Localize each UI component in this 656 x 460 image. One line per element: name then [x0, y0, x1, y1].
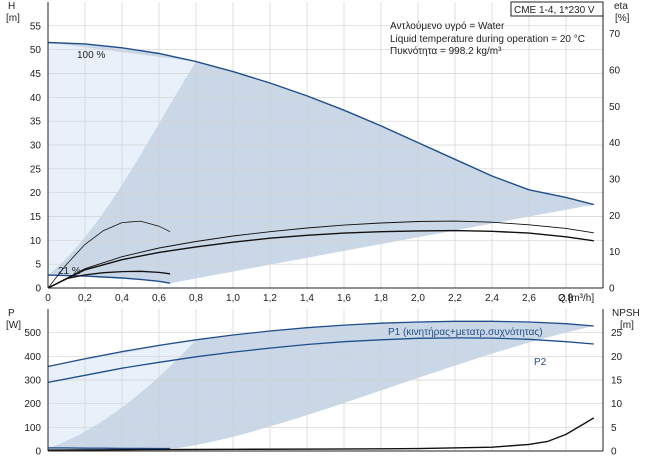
head-curve-100pct: [47, 41, 594, 206]
speed-100-label: 100 %: [77, 50, 105, 61]
x-axis-title: Q [m³/h]: [558, 293, 594, 304]
efficiency-curve-21pct: [47, 220, 171, 289]
top-right-axis-unit: [%]: [615, 13, 630, 24]
grid-layer: [47, 2, 603, 452]
x-tick-label: 2,0: [411, 293, 425, 304]
x-tick-label: 1,8: [374, 293, 388, 304]
top-right-tick-label: 40: [609, 138, 621, 149]
top-left-tick-label: 30: [30, 141, 42, 152]
x-tick-label: 0,6: [152, 293, 166, 304]
bottom-operating-region: [48, 321, 594, 449]
bottom-left-tick-label: 100: [24, 423, 41, 434]
p1-series-label: P1 (κινητήρας+μετατρ.συχνότητας): [388, 326, 543, 338]
top-right-tick-label: 30: [609, 174, 621, 185]
top-right-tick-label: 60: [609, 65, 621, 76]
bottom-right-tick-label: 20: [611, 352, 623, 363]
top-left-tick-label: 5: [35, 260, 41, 271]
bottom-left-axis-unit: [W]: [6, 320, 21, 331]
top-right-tick-label: 20: [609, 211, 621, 222]
bottom-left-axis-title: P: [8, 308, 15, 319]
bottom-right-tick-label: 25: [611, 328, 623, 339]
model-box-frame: [510, 1, 604, 17]
info-line-temperature: Liquid temperature during operation = 20…: [390, 34, 585, 45]
axis-titles: H [m] eta [%] Q [m³/h] P [W] NPSH [m]: [6, 1, 640, 331]
top-right-tick-label: 10: [609, 247, 621, 258]
top-left-tick-label: 15: [30, 212, 42, 223]
top-left-axis-unit: [m]: [6, 13, 20, 24]
bottom-left-tick-label: 400: [24, 352, 41, 363]
curves-layer: [47, 41, 595, 451]
bottom-right-axis-unit: [m]: [620, 320, 634, 331]
x-tick-label: 0,2: [78, 293, 92, 304]
info-line-density: Πυκνότητα = 998.2 kg/m³: [390, 45, 502, 57]
efficiency-curve-total: [47, 229, 594, 289]
bottom-right-tick-label: 15: [611, 376, 623, 387]
top-left-tick-label: 50: [30, 45, 42, 56]
x-tick-label: 1,2: [263, 293, 277, 304]
speed-21-label: 21 %: [58, 266, 81, 277]
top-left-tick-label: 40: [30, 93, 42, 104]
top-left-axis-title: H: [8, 1, 15, 12]
x-tick-label: 1,4: [300, 293, 314, 304]
top-right-tick-label: 70: [609, 29, 621, 40]
x-tick-label: 0: [45, 293, 51, 304]
text-layer: 0 0,2 0,4 0,6 0,8 1,0 1,2 1,4 1,6 1,8 2,0 2,2 2,4 2,6…: [24, 21, 622, 457]
x-tick-label: 2,8: [559, 293, 573, 304]
top-right-axis-title: eta: [614, 1, 628, 12]
bottom-right-tick-label: 5: [611, 423, 617, 434]
bottom-right-axis-title: NPSH: [612, 308, 640, 319]
top-left-tick-label: 35: [30, 117, 42, 128]
power-curve-min: [48, 447, 171, 450]
model-label: CME 1-4, 1*230 V: [514, 5, 595, 16]
x-tick-label: 1,6: [337, 293, 351, 304]
npsh-curve: [47, 417, 595, 451]
top-left-tick-label: 10: [30, 236, 42, 247]
bottom-left-tick-label: 200: [24, 399, 41, 410]
efficiency-curve-small: [47, 270, 171, 289]
head-curve-21pct: [47, 274, 171, 284]
top-left-tick-label: 45: [30, 69, 42, 80]
top-left-tick-label: 0: [35, 284, 41, 295]
info-box: CME 1-4, 1*230 V Αντλούμενο υγρό = Water…: [390, 1, 604, 57]
operating-region-layer: [48, 42, 594, 449]
power-curve-p2: [47, 337, 594, 384]
x-tick-label: 2,4: [485, 293, 499, 304]
top-left-tick-label: 55: [30, 21, 42, 32]
bottom-right-tick-label: 0: [611, 447, 617, 458]
power-curve-p1: [47, 320, 594, 368]
bottom-right-tick-label: 10: [611, 399, 623, 410]
top-operating-region: [48, 42, 594, 284]
top-left-tick-label: 25: [30, 164, 42, 175]
bottom-left-tick-label: 0: [35, 447, 41, 458]
x-tick-label: 0,8: [189, 293, 203, 304]
top-left-tick-label: 20: [30, 188, 42, 199]
curve-annotations: 100 % 21 % P1 (κινητήρας+μετατρ.συχνότητ…: [58, 50, 547, 368]
top-right-tick-label: 50: [609, 102, 621, 113]
x-tick-label: 0,4: [115, 293, 129, 304]
x-tick-label: 1,0: [226, 293, 240, 304]
axes-layer: [47, 2, 604, 452]
bottom-left-tick-label: 300: [24, 376, 41, 387]
info-line-fluid: Αντλούμενο υγρό = Water: [390, 20, 505, 32]
p2-series-label: P2: [534, 357, 547, 368]
x-tick-label: 2,6: [522, 293, 536, 304]
bottom-left-tick-label: 500: [24, 328, 41, 339]
efficiency-curve-pump: [47, 220, 594, 289]
top-right-tick-label: 0: [609, 284, 615, 295]
x-tick-label: 2,2: [448, 293, 462, 304]
